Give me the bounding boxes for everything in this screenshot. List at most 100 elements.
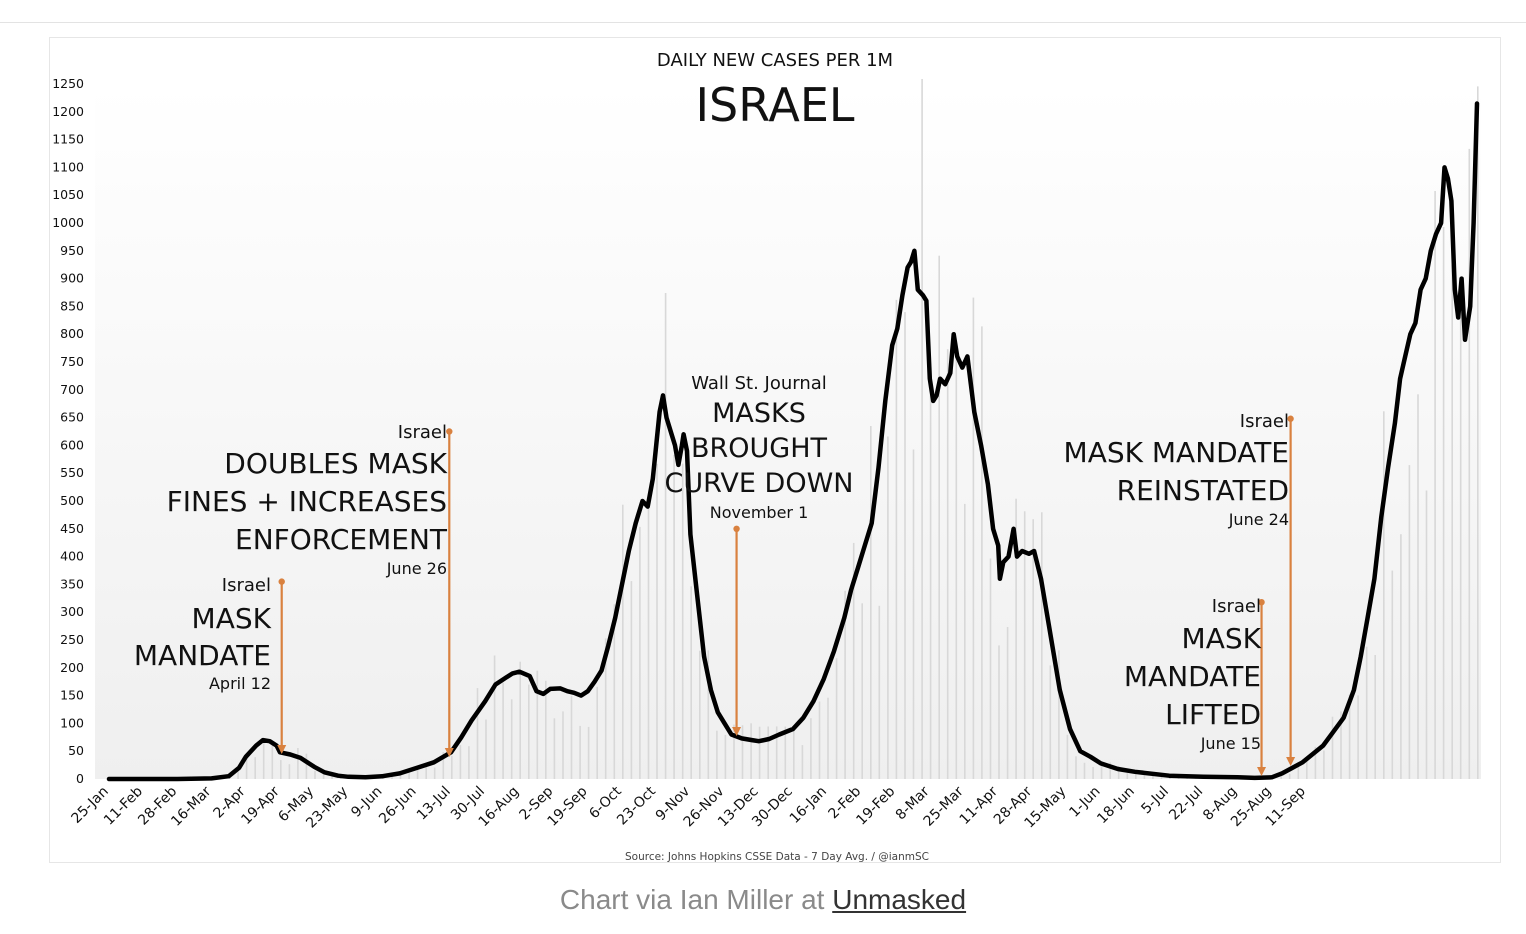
mask-lifted-arrow-dot xyxy=(1258,598,1265,606)
y-tick-label: 1050 xyxy=(52,187,84,202)
mask-mandate-headline: MASK xyxy=(192,602,272,635)
daily-bar xyxy=(262,738,265,779)
daily-bar xyxy=(280,760,282,779)
daily-bar xyxy=(1417,394,1419,779)
daily-bar xyxy=(1400,534,1402,779)
mask-lifted-source: Israel xyxy=(1212,596,1261,617)
y-tick-label: 650 xyxy=(60,410,84,425)
daily-bar xyxy=(297,748,299,779)
doubles-fines-headline: DOUBLES MASK xyxy=(224,447,447,480)
daily-bar xyxy=(784,726,787,779)
chart-source: Source: Johns Hopkins CSSE Data - 7 Day … xyxy=(625,851,929,863)
daily-bar xyxy=(1169,777,1171,779)
daily-bar xyxy=(878,605,881,779)
daily-bar xyxy=(1117,765,1120,779)
wsj-headline: BROUGHT xyxy=(691,433,828,464)
y-tick-label: 50 xyxy=(68,743,84,758)
y-tick-label: 1100 xyxy=(52,159,84,174)
daily-bar xyxy=(758,726,761,779)
daily-bar xyxy=(493,655,496,779)
daily-bar xyxy=(673,454,675,779)
y-tick-label: 700 xyxy=(60,382,84,397)
daily-bar xyxy=(579,725,581,779)
x-tick-label: 16-Jan xyxy=(787,784,830,827)
daily-bar xyxy=(861,603,863,779)
chart-subtitle: DAILY NEW CASES PER 1M xyxy=(657,50,893,71)
daily-bar xyxy=(254,757,256,779)
daily-bar xyxy=(887,436,889,779)
y-tick-label: 1000 xyxy=(52,215,84,230)
daily-bar xyxy=(613,604,616,779)
daily-bar xyxy=(570,695,573,779)
daily-bar xyxy=(545,680,547,779)
daily-bar xyxy=(1006,627,1009,779)
daily-bar xyxy=(1109,762,1111,779)
daily-bar xyxy=(1280,774,1282,779)
daily-bar xyxy=(622,504,624,779)
daily-bar xyxy=(1032,519,1034,779)
daily-bar xyxy=(972,297,975,779)
daily-bar xyxy=(1442,227,1445,779)
daily-bar xyxy=(1306,760,1308,779)
x-tick-label: 23-Oct xyxy=(614,783,659,828)
daily-bar xyxy=(528,684,530,779)
daily-bar xyxy=(895,299,898,779)
daily-bar xyxy=(425,767,427,779)
daily-bar xyxy=(1477,86,1479,779)
y-tick-label: 200 xyxy=(60,660,84,675)
unmasked-link[interactable]: Unmasked xyxy=(832,884,967,915)
daily-bar xyxy=(1092,767,1094,779)
daily-bar xyxy=(647,507,650,779)
daily-bar xyxy=(1083,762,1086,779)
daily-bar xyxy=(681,463,684,779)
daily-bar xyxy=(1041,512,1043,779)
daily-bar xyxy=(1023,511,1026,779)
daily-bar xyxy=(468,746,470,779)
caption: Chart via Ian Miller at Unmasked xyxy=(0,884,1526,916)
daily-bar xyxy=(835,658,838,779)
daily-bar xyxy=(724,734,727,779)
daily-bar xyxy=(305,753,308,779)
y-tick-label: 0 xyxy=(76,771,84,786)
wsj-arrow-dot xyxy=(733,525,740,532)
mask-reinstated-date: June 24 xyxy=(1228,510,1289,529)
y-tick-label: 350 xyxy=(60,576,84,591)
daily-bar xyxy=(981,326,983,779)
daily-bar xyxy=(630,581,633,779)
daily-bar xyxy=(921,79,923,779)
daily-bar xyxy=(1468,148,1471,779)
wsj-date: November 1 xyxy=(710,503,809,522)
daily-bar xyxy=(399,773,402,779)
daily-bar xyxy=(690,586,692,779)
doubles-fines-arrow-dot xyxy=(446,428,453,435)
x-tick-label: 26-Jun xyxy=(376,784,420,828)
daily-bar xyxy=(733,724,735,779)
daily-bar xyxy=(553,718,556,779)
daily-bar xyxy=(639,526,641,779)
daily-bar xyxy=(989,558,992,779)
daily-bar xyxy=(408,772,410,779)
wsj-arrow-head xyxy=(732,727,742,736)
mask-reinstated-headline: MASK MANDATE xyxy=(1064,436,1289,469)
daily-bar xyxy=(707,650,710,779)
daily-bar xyxy=(664,293,667,779)
mask-reinstated-arrow-head xyxy=(1286,757,1296,766)
daily-bar xyxy=(1297,761,1300,779)
y-tick-label: 100 xyxy=(60,715,84,730)
daily-bar xyxy=(271,742,274,779)
x-tick-label: 18-Jun xyxy=(1094,784,1138,828)
y-axis: 0 50 100 150 200 250 300 350 400 450 500 550 600 650 7… xyxy=(52,76,84,786)
daily-bar xyxy=(1126,773,1129,779)
daily-bar xyxy=(1374,655,1376,779)
daily-bar xyxy=(1152,774,1154,779)
daily-bar xyxy=(288,764,291,779)
daily-bar xyxy=(818,701,821,779)
daily-bar xyxy=(596,686,598,779)
daily-bar xyxy=(741,725,744,779)
daily-bar xyxy=(1365,646,1368,779)
doubles-fines-arrow-head xyxy=(444,748,454,757)
daily-bar xyxy=(912,449,915,779)
daily-bar xyxy=(1015,498,1017,779)
daily-bar xyxy=(870,426,872,779)
caption-text: Chart via Ian Miller at xyxy=(559,884,825,915)
